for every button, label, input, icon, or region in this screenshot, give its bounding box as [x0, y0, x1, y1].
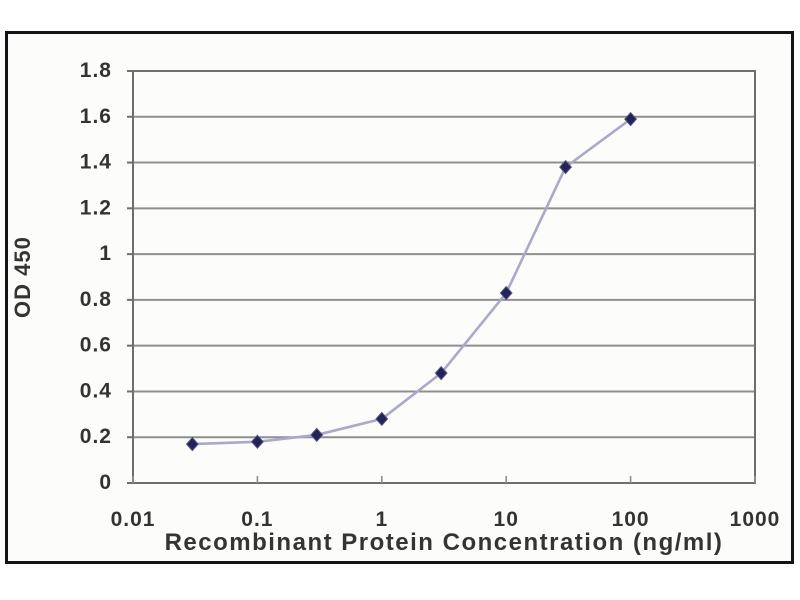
data-point-marker	[434, 365, 448, 381]
y-tick-label: 0.2	[80, 425, 112, 448]
image-border-frame	[5, 31, 794, 564]
x-tick-label: 10	[494, 508, 519, 531]
y-tick-label: 0.8	[80, 288, 112, 311]
y-tick-label: 1.6	[80, 105, 112, 128]
x-tick-label: 0.01	[111, 508, 156, 531]
y-tick-label: 1.2	[80, 196, 112, 219]
data-point-marker	[499, 285, 513, 301]
y-tick-label: 0.6	[80, 334, 112, 357]
x-axis-title: Recombinant Protein Concentration (ng/ml…	[164, 529, 724, 556]
y-tick-label: 1	[99, 242, 112, 265]
x-tick-label: 100	[612, 508, 650, 531]
x-tick-label: 1	[375, 508, 388, 531]
data-point-marker	[375, 411, 389, 427]
y-axis-title: OD 450	[10, 236, 35, 318]
data-point-marker	[310, 427, 324, 443]
data-point-marker	[559, 159, 573, 175]
data-point-marker	[185, 436, 199, 452]
data-point-marker	[624, 111, 638, 127]
series-line	[191, 117, 632, 446]
plot-border	[132, 70, 756, 484]
data-point-marker	[250, 434, 264, 450]
y-tick-label: 0.4	[80, 379, 112, 402]
y-tick-label: 1.8	[80, 59, 112, 82]
x-tick-label: 1000	[730, 508, 781, 531]
y-tick-label: 1.4	[80, 151, 112, 174]
x-tick-label: 0.1	[241, 508, 273, 531]
y-tick-label: 0	[99, 471, 112, 494]
